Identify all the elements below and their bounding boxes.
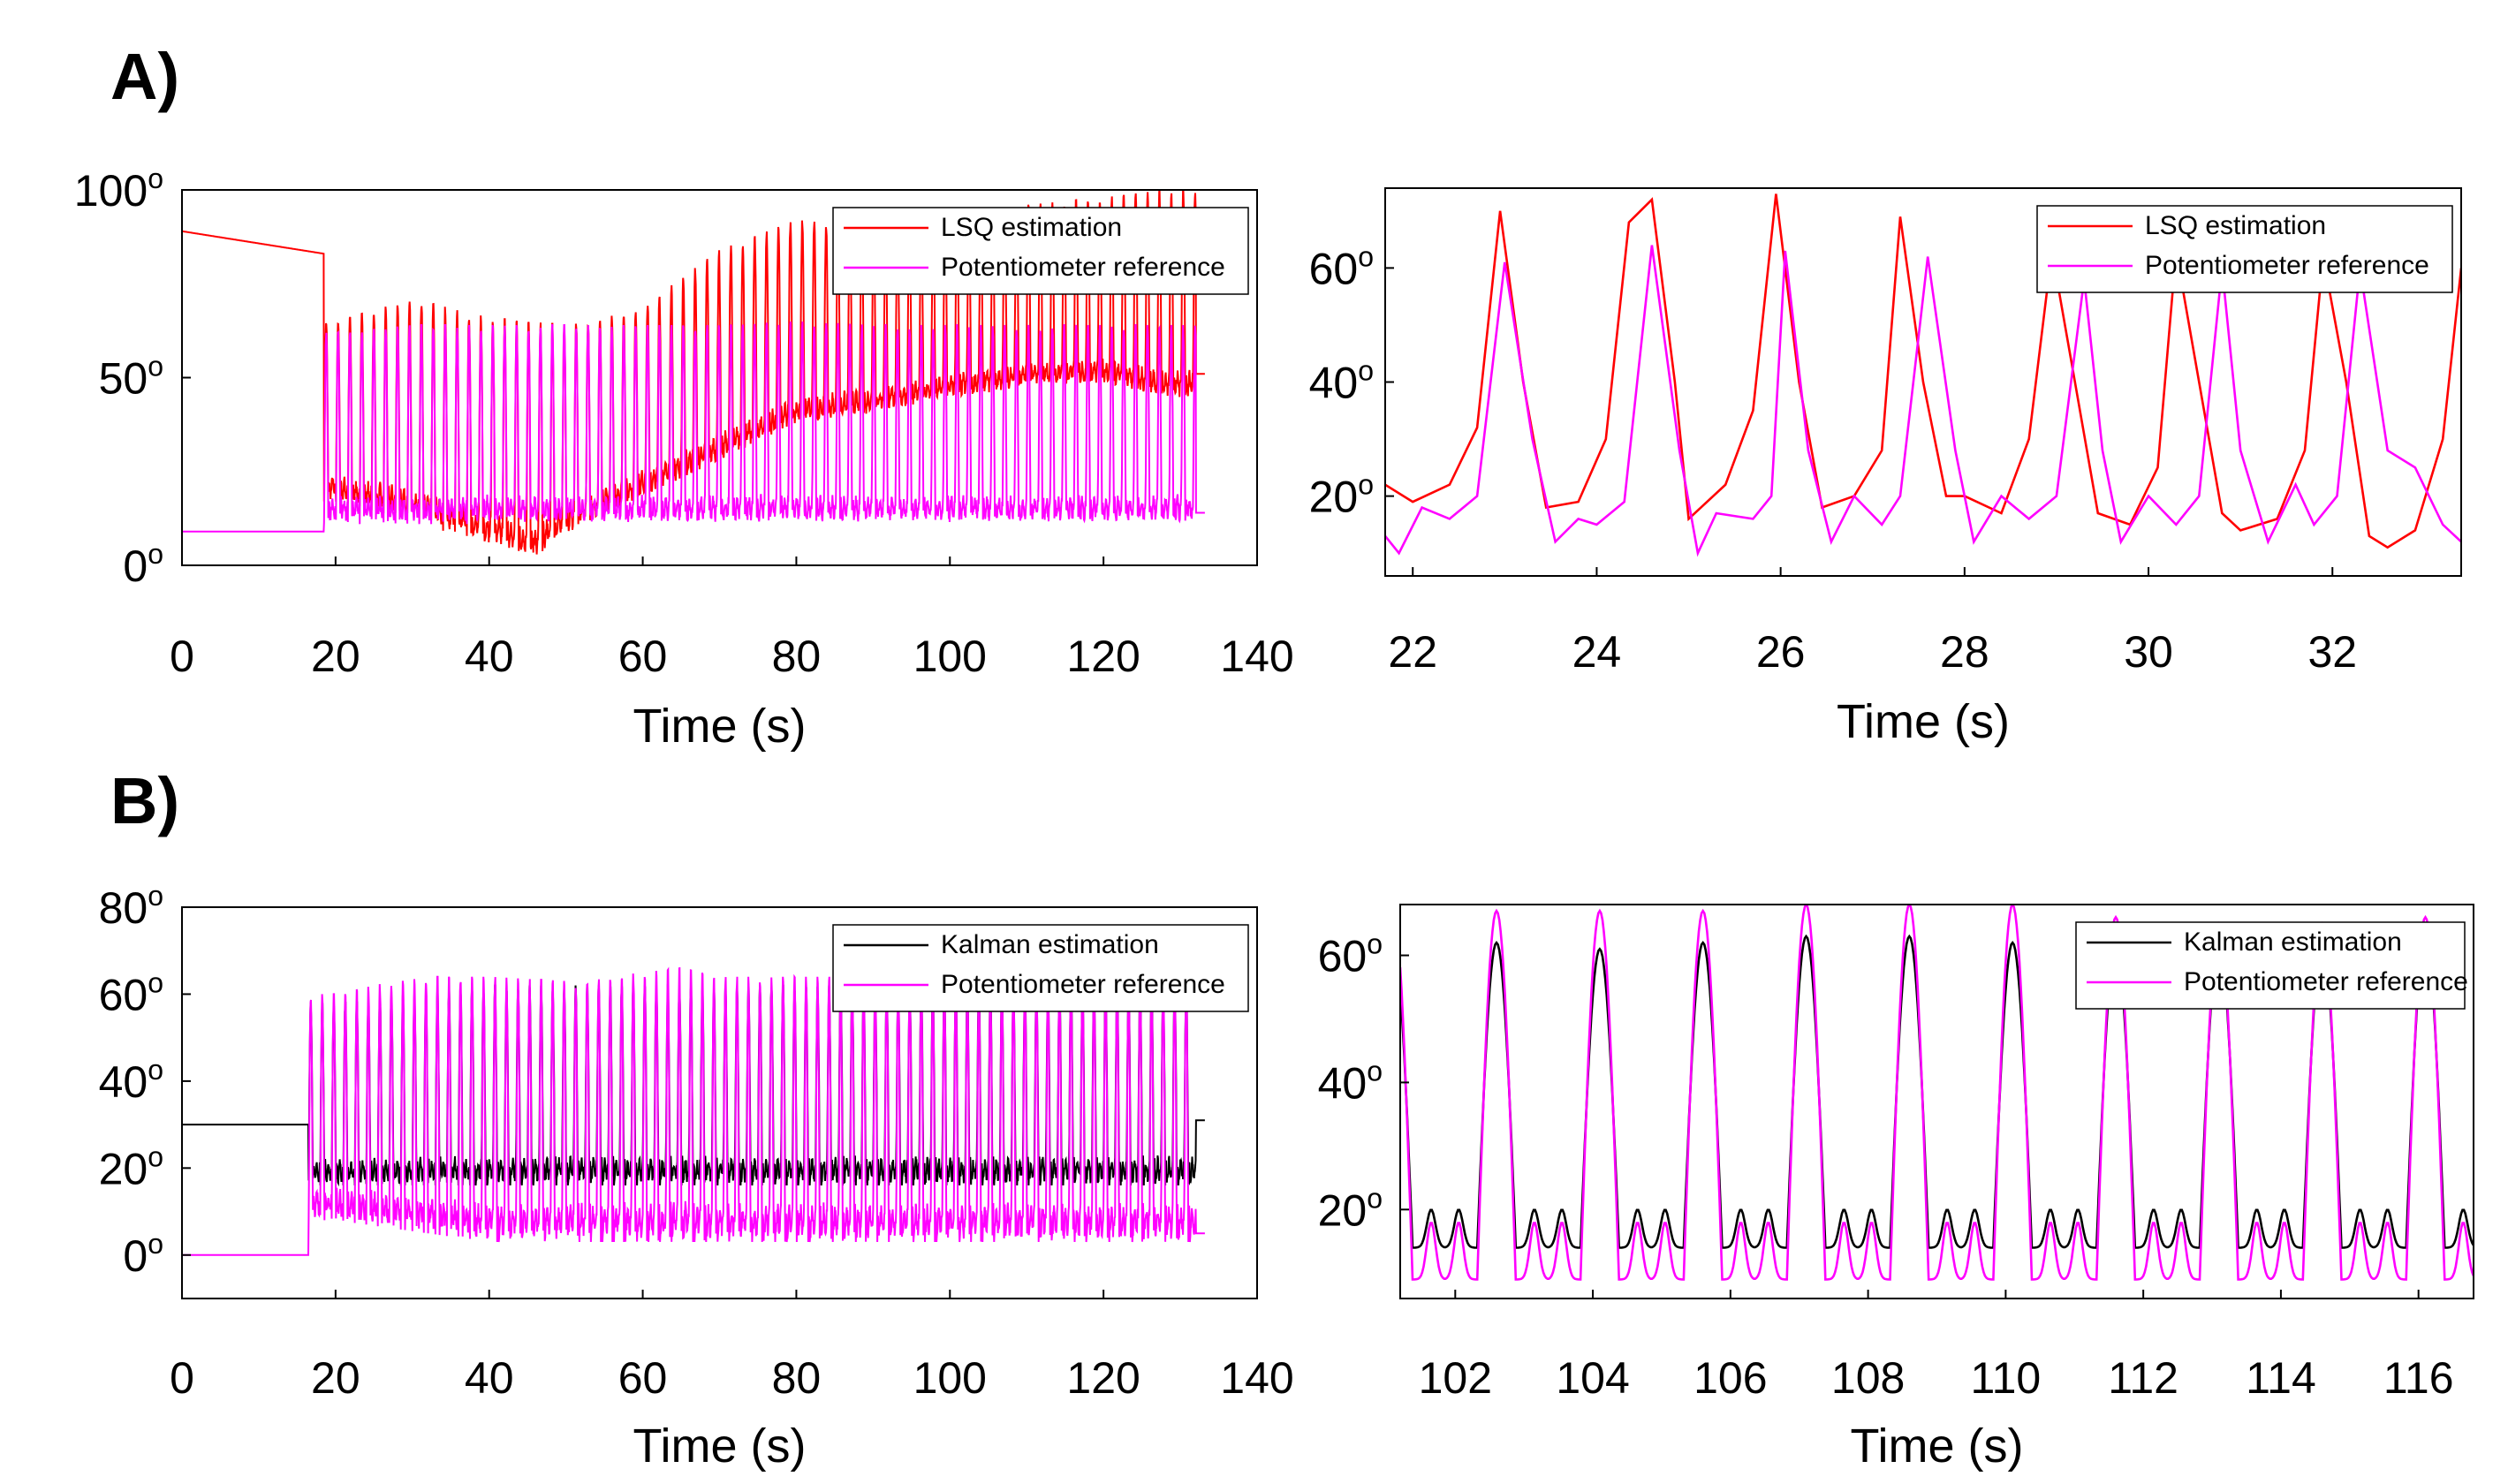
y-tick-label: 20o [99, 1140, 163, 1193]
x-tick-label: 28 [1940, 627, 1989, 677]
y-tick-label: 80o [99, 880, 163, 933]
y-tick-label: 20o [1318, 1182, 1383, 1235]
legend-entry: Kalman estimation [941, 930, 1159, 959]
y-tick-label: 0o [123, 538, 163, 591]
series-line-potentiometer-reference [182, 321, 1205, 533]
legend: Kalman estimation Potentiometer reference [832, 924, 1249, 1012]
x-axis-title: Time (s) [1851, 1420, 2024, 1473]
x-tick-label: 100 [913, 1353, 987, 1403]
y-tick-label: 0o [123, 1228, 163, 1281]
y-tick-label: 20o [1309, 469, 1374, 522]
x-tick-label: 102 [1419, 1353, 1492, 1403]
legend-entry: Kalman estimation [2184, 928, 2402, 957]
legend-entry: Potentiometer reference [2184, 967, 2468, 996]
series-group [1400, 905, 2474, 1281]
chart-a-full: 0 20 40 60 80 100 120 140 0o 50o 100o Time (s) LSQ e… [74, 163, 1294, 753]
x-tick-label: 24 [1572, 627, 1622, 677]
legend-box [832, 924, 1249, 1012]
series-group [1385, 193, 2461, 557]
x-tick-label: 60 [618, 1353, 668, 1403]
x-tick-label: 20 [311, 632, 360, 681]
legend: Kalman estimation Potentiometer reference [2075, 921, 2468, 1010]
x-tick-label: 140 [1220, 1353, 1293, 1403]
x-axis-title: Time (s) [633, 700, 807, 753]
legend-entry: Potentiometer reference [2145, 251, 2429, 280]
y-tick-label: 50o [99, 351, 163, 404]
plot-frame [181, 906, 1258, 1299]
x-tick-label: 108 [1831, 1353, 1905, 1403]
x-tick-label: 0 [170, 632, 194, 681]
legend-entry: Potentiometer reference [941, 253, 1225, 282]
x-tick-label: 114 [2246, 1353, 2316, 1403]
x-tick-label: 40 [465, 632, 514, 681]
x-tick-label: 104 [1556, 1353, 1629, 1403]
y-tick-label: 40o [1309, 355, 1374, 408]
x-tick-label: 60 [618, 632, 668, 681]
x-tick-label: 26 [1756, 627, 1806, 677]
chart-b-zoom: 102 104 106 108 110 112 114 116 20o 40o 60o Time (s… [1318, 904, 2474, 1473]
x-tick-label: 22 [1388, 627, 1437, 677]
series-line-potentiometer-reference [182, 966, 1205, 1256]
x-tick-label: 80 [772, 1353, 822, 1403]
x-axis-title: Time (s) [1837, 695, 2010, 748]
panel-label-b: B) [110, 764, 179, 837]
y-tick-label: 60o [1318, 928, 1383, 981]
x-tick-label: 106 [1693, 1353, 1767, 1403]
legend: LSQ estimation Potentiometer reference [832, 207, 1249, 295]
x-tick-label: 20 [311, 1353, 360, 1403]
x-tick-label: 120 [1066, 632, 1140, 681]
legend-box [2036, 205, 2453, 293]
series-line-lsq-estimation [1385, 193, 2461, 549]
legend: LSQ estimation Potentiometer reference [2036, 205, 2453, 293]
legend-entry: LSQ estimation [2145, 211, 2326, 240]
x-tick-label: 112 [2108, 1353, 2178, 1403]
y-tick-label: 60o [1309, 240, 1374, 293]
x-tick-label: 116 [2383, 1353, 2454, 1403]
legend-entry: LSQ estimation [941, 213, 1122, 242]
y-tick-label: 100o [74, 163, 163, 216]
legend-box [832, 207, 1249, 295]
series-group [182, 190, 1205, 555]
plot-frame [1399, 904, 2474, 1299]
x-tick-label: 140 [1220, 632, 1293, 681]
x-tick-label: 100 [913, 632, 987, 681]
series-group [182, 966, 1205, 1256]
series-line-kalman-estimation [1400, 934, 2474, 1249]
chart-b-full: 0 20 40 60 80 100 120 140 0o 20o 40o 60o 80o Time (s)… [99, 880, 1294, 1473]
x-tick-label: 80 [772, 632, 822, 681]
x-tick-label: 120 [1066, 1353, 1140, 1403]
x-tick-label: 40 [465, 1353, 514, 1403]
y-tick-label: 60o [99, 966, 163, 1019]
x-tick-label: 30 [2124, 627, 2173, 677]
x-axis-title: Time (s) [633, 1420, 807, 1473]
series-line-potentiometer-reference [1400, 905, 2474, 1281]
chart-a-zoom: 22 24 26 28 30 32 20o 40o 60o Time (s) LSQ estimat… [1309, 187, 2462, 748]
legend-entry: Potentiometer reference [941, 970, 1225, 999]
x-tick-label: 110 [1971, 1353, 2042, 1403]
series-line-potentiometer-reference [1385, 245, 2461, 557]
x-tick-label: 0 [170, 1353, 194, 1403]
legend-box [2075, 921, 2466, 1010]
y-tick-label: 40o [99, 1054, 163, 1107]
panel-label-a: A) [110, 40, 179, 113]
y-tick-label: 40o [1318, 1055, 1383, 1108]
x-tick-label: 32 [2307, 627, 2357, 677]
